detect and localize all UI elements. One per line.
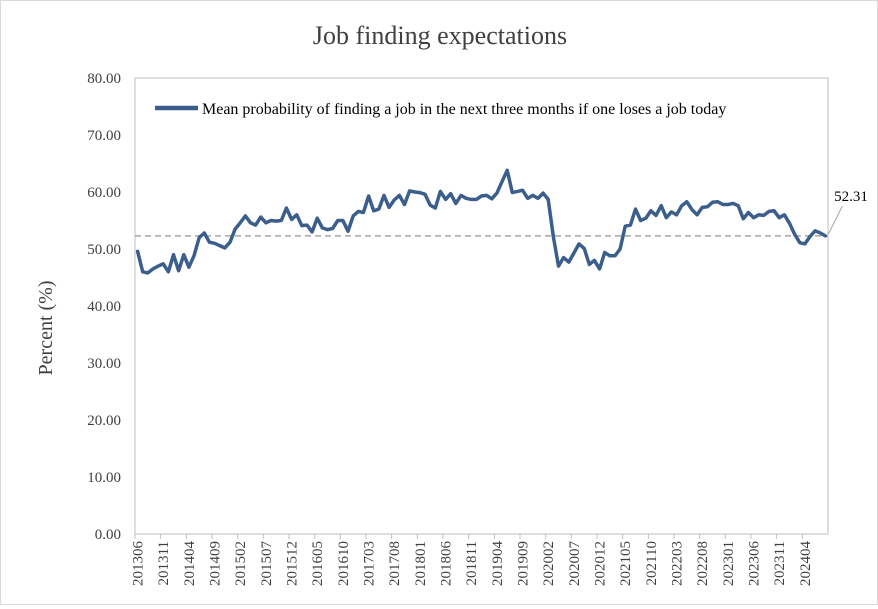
x-tick-label: 201409 <box>208 541 224 586</box>
x-tick-label: 201610 <box>336 541 352 586</box>
x-tick-label: 202007 <box>567 541 583 587</box>
x-tick-label: 201512 <box>285 541 301 586</box>
plot-area <box>134 77 829 535</box>
x-tick-label: 202110 <box>644 541 660 585</box>
x-tick-label: 201605 <box>310 541 326 586</box>
x-axis: 201306 201311 201404 201409 201502 201507 2015… <box>131 533 828 587</box>
x-tick-label: 201404 <box>182 541 198 587</box>
x-tick-label: 201502 <box>233 541 249 586</box>
x-tick-label: 201806 <box>439 541 455 587</box>
series-line <box>135 168 828 275</box>
x-tick-label: 201507 <box>259 541 275 587</box>
x-tick-label: 202306 <box>747 541 763 587</box>
x-tick-label: 202301 <box>721 541 737 586</box>
x-tick-label: 202208 <box>695 541 711 586</box>
y-tick-label: 70.00 <box>87 128 121 144</box>
series-layer <box>135 168 828 275</box>
x-tick-label: 201909 <box>516 541 532 586</box>
chart-title: Job finding expectations <box>313 21 567 50</box>
x-tick-label: 201703 <box>362 541 378 586</box>
x-tick-label: 202002 <box>541 541 557 586</box>
x-tick-label: 202012 <box>593 541 609 586</box>
x-tick-label: 201311 <box>156 541 172 585</box>
y-tick-label: 40.00 <box>87 299 121 315</box>
x-tick-label: 201811 <box>464 541 480 585</box>
y-tick-label: 60.00 <box>87 185 121 201</box>
reference-line-group: 52.31 <box>135 189 868 237</box>
annotation-leader-line <box>827 205 843 235</box>
x-tick-label: 202203 <box>670 541 686 586</box>
reference-value-label: 52.31 <box>834 189 868 205</box>
x-tick-label: 201708 <box>387 541 403 586</box>
y-axis-label: Percent (%) <box>35 281 57 376</box>
y-tick-label: 20.00 <box>87 413 121 429</box>
y-tick-label: 0.00 <box>95 527 121 543</box>
x-tick-label: 202404 <box>798 541 814 587</box>
y-tick-label: 80.00 <box>87 71 121 87</box>
y-tick-label: 50.00 <box>87 242 121 258</box>
legend: Mean probability of finding a job in the… <box>155 101 726 118</box>
legend-label: Mean probability of finding a job in the… <box>202 101 726 118</box>
x-tick-label: 201306 <box>131 541 147 587</box>
x-tick-label: 201801 <box>413 541 429 586</box>
x-tick-label: 202311 <box>772 541 788 585</box>
y-tick-label: 30.00 <box>87 356 121 372</box>
x-tick-label: 202105 <box>618 541 634 586</box>
y-axis: 0.00 10.00 20.00 30.00 40.00 50.00 60.00 70.00 8… <box>87 71 121 543</box>
x-tick-label: 201904 <box>490 541 506 587</box>
y-tick-label: 10.00 <box>87 470 121 486</box>
